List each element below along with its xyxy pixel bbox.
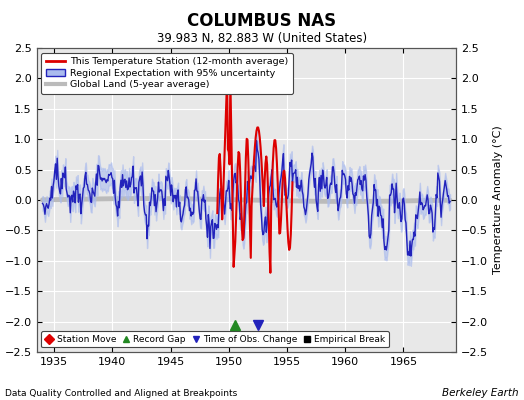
Text: COLUMBUS NAS: COLUMBUS NAS bbox=[188, 12, 336, 30]
Text: Berkeley Earth: Berkeley Earth bbox=[442, 388, 519, 398]
Legend: Station Move, Record Gap, Time of Obs. Change, Empirical Break: Station Move, Record Gap, Time of Obs. C… bbox=[41, 331, 389, 348]
Text: Data Quality Controlled and Aligned at Breakpoints: Data Quality Controlled and Aligned at B… bbox=[5, 389, 237, 398]
Text: 39.983 N, 82.883 W (United States): 39.983 N, 82.883 W (United States) bbox=[157, 32, 367, 45]
Y-axis label: Temperature Anomaly (°C): Temperature Anomaly (°C) bbox=[494, 126, 504, 274]
